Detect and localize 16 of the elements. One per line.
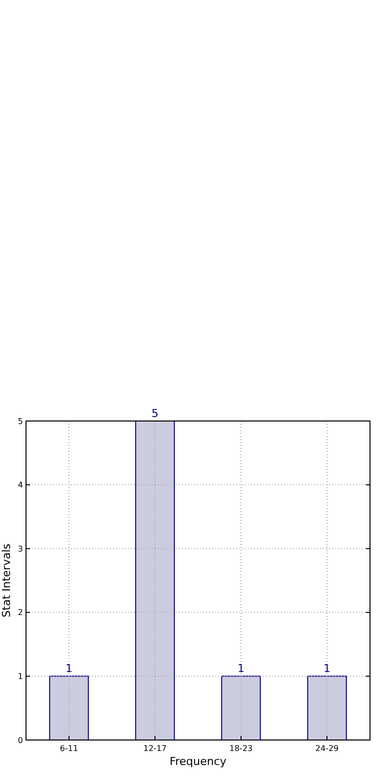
data-label: 1	[238, 662, 244, 676]
x-axis-title: Frequency	[170, 755, 227, 768]
data-label: 5	[152, 407, 158, 420]
x-tick-label: 24-29	[315, 744, 339, 753]
x-tick-label: 12-17	[143, 744, 167, 753]
data-label: 1	[66, 662, 72, 676]
y-tick-label: 4	[18, 480, 23, 490]
data-label: 1	[324, 662, 330, 676]
y-tick-label: 5	[18, 416, 23, 426]
y-tick-label: 3	[18, 544, 23, 554]
y-axis-title: Stat Intervals	[0, 543, 13, 618]
x-tick-label: 6-11	[60, 744, 78, 753]
y-tick-label: 2	[18, 608, 23, 618]
y-tick-label: 1	[18, 672, 23, 681]
x-tick-label: 18-23	[229, 744, 253, 753]
y-tick-label: 0	[18, 736, 23, 745]
